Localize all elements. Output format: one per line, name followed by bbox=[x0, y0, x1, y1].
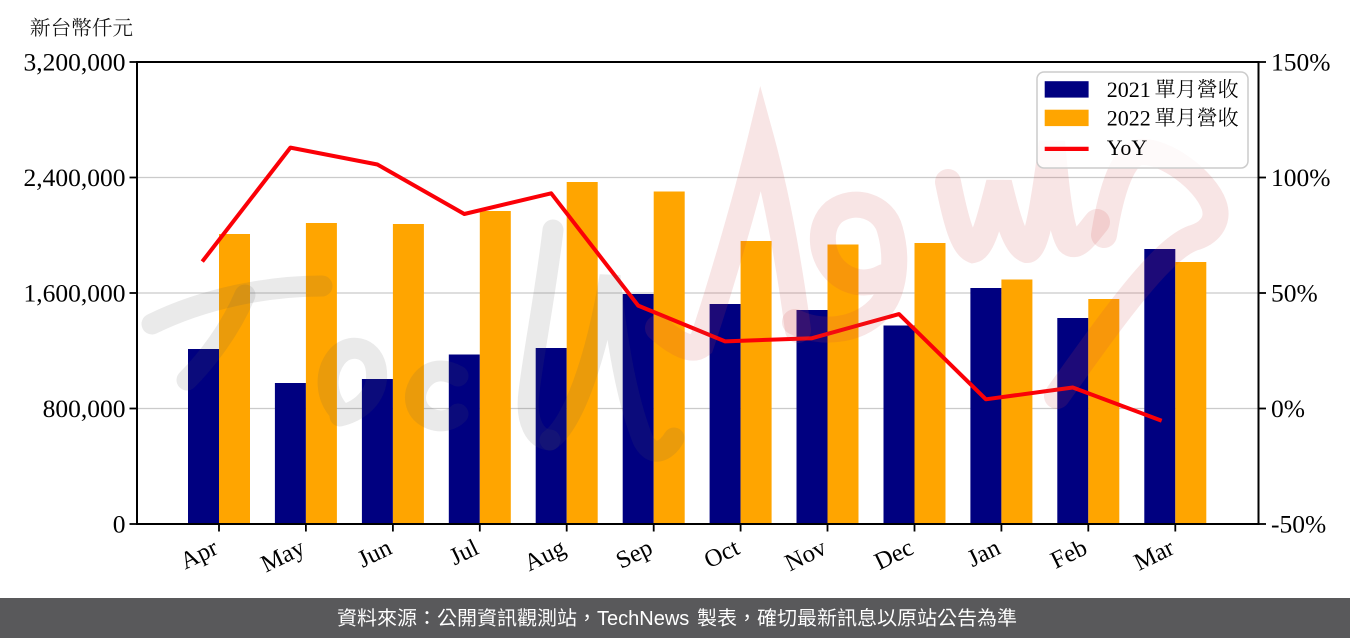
svg-text:May: May bbox=[257, 534, 310, 578]
svg-text:Apr: Apr bbox=[176, 534, 222, 575]
svg-text:100%: 100% bbox=[1271, 163, 1331, 192]
svg-text:-50%: -50% bbox=[1271, 510, 1326, 539]
svg-text:3,200,000: 3,200,000 bbox=[24, 48, 126, 77]
svg-text:TechNews: TechNews bbox=[597, 608, 689, 630]
svg-text:Sep: Sep bbox=[612, 534, 657, 574]
svg-text:Jun: Jun bbox=[353, 534, 396, 573]
svg-text:Dec: Dec bbox=[870, 534, 917, 576]
svg-text:Feb: Feb bbox=[1046, 534, 1091, 574]
svg-text:2021: 2021 bbox=[1107, 77, 1151, 102]
svg-text:0: 0 bbox=[113, 510, 126, 539]
svg-text:Jan: Jan bbox=[963, 534, 1004, 573]
svg-text:Aug: Aug bbox=[520, 534, 570, 577]
svg-text:800,000: 800,000 bbox=[43, 394, 126, 423]
svg-text:150%: 150% bbox=[1271, 48, 1331, 77]
svg-text:Nov: Nov bbox=[781, 534, 832, 577]
svg-text:1,600,000: 1,600,000 bbox=[24, 279, 126, 308]
svg-text:2022: 2022 bbox=[1107, 105, 1151, 130]
svg-text:Oct: Oct bbox=[700, 534, 744, 574]
svg-text:2,400,000: 2,400,000 bbox=[24, 163, 126, 192]
svg-text:YoY: YoY bbox=[1107, 135, 1148, 160]
svg-text:50%: 50% bbox=[1271, 279, 1318, 308]
svg-text:0%: 0% bbox=[1271, 394, 1305, 423]
svg-text:Mar: Mar bbox=[1130, 534, 1179, 576]
svg-text:Jul: Jul bbox=[445, 534, 483, 571]
